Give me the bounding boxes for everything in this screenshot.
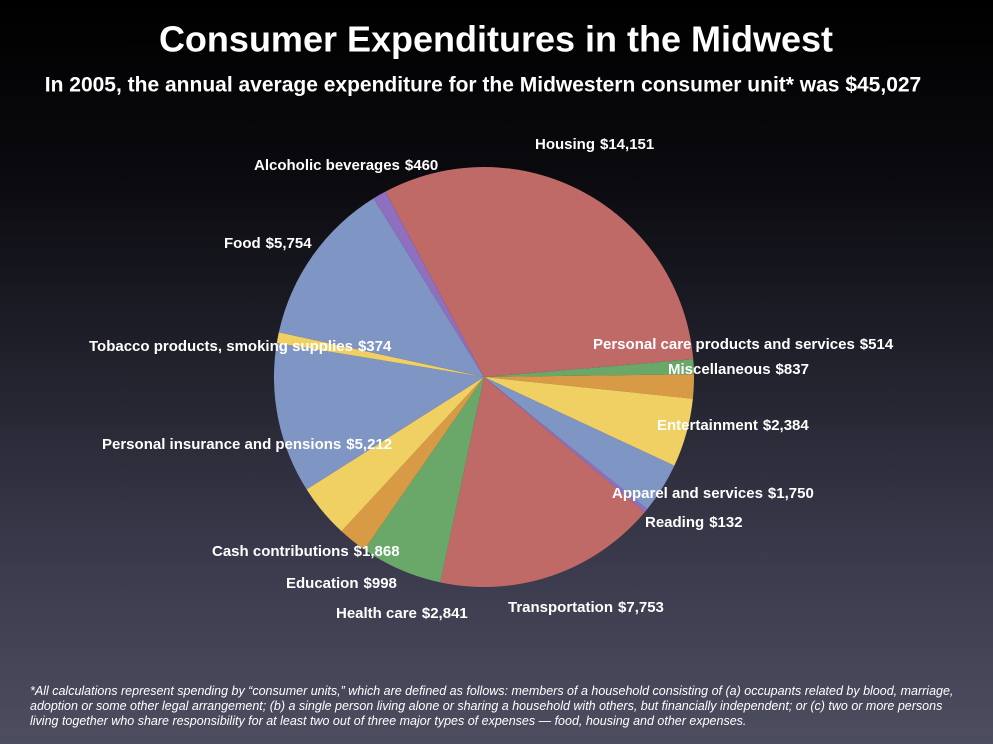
value-label: $5,212	[346, 436, 392, 453]
footnote: *All calculations represent spending by …	[30, 684, 954, 728]
pie-slice	[484, 377, 648, 513]
slice-label: Cash contributions $1,868	[212, 543, 400, 560]
category-name: Education	[286, 575, 359, 592]
category-name: Cash contributions	[212, 543, 349, 560]
slice-label: Entertainment $2,384	[657, 417, 809, 434]
category-name: Reading	[645, 514, 704, 531]
category-name: Tobacco products, smoking supplies	[89, 338, 353, 355]
value-label: $998	[364, 575, 397, 592]
value-label: $7,753	[618, 599, 664, 616]
chart-subtitle: In 2005, the annual average expenditure …	[45, 74, 921, 97]
category-name: Transportation	[508, 599, 613, 616]
value-label: $132	[709, 514, 742, 531]
pie-slice	[373, 191, 484, 377]
pie-slice	[274, 342, 484, 490]
pie-slice	[484, 377, 675, 510]
pie-slice	[385, 166, 694, 377]
slice-label: Miscellaneous $837	[668, 361, 809, 378]
pie-slice	[306, 377, 484, 532]
slice-label: Reading $132	[645, 514, 743, 531]
slice-label: Health care $2,841	[336, 605, 468, 622]
value-label: $2,384	[763, 417, 810, 434]
value-label: $514	[860, 336, 894, 353]
category-name: Alcoholic beverages	[254, 157, 400, 174]
slice-label: Food $5,754	[224, 235, 312, 252]
value-label: $837	[776, 361, 809, 378]
value-label: $5,754	[266, 235, 313, 252]
value-label: $14,151	[600, 136, 654, 153]
category-name: Entertainment	[657, 417, 758, 434]
slice-label: Tobacco products, smoking supplies $374	[89, 338, 392, 355]
category-name: Health care	[336, 605, 417, 622]
chart-title: Consumer Expenditures in the Midwest	[159, 19, 833, 60]
slice-label: Housing $14,151	[535, 136, 654, 153]
pie-slice	[440, 377, 645, 588]
pie-slice	[276, 332, 484, 377]
slice-label: Personal insurance and pensions $5,212	[102, 436, 392, 453]
slice-label: Personal care products and services $514	[593, 336, 894, 353]
value-label: $1,750	[768, 485, 814, 502]
slice-label: Transportation $7,753	[508, 599, 664, 616]
pie-slice	[484, 374, 694, 399]
pie-slice	[484, 359, 694, 377]
value-label: $374	[358, 338, 392, 355]
category-name: Apparel and services	[612, 485, 763, 502]
category-name: Food	[224, 235, 261, 252]
category-name: Personal care products and services	[593, 336, 855, 353]
category-name: Personal insurance and pensions	[102, 436, 341, 453]
value-label: $2,841	[422, 605, 468, 622]
category-name: Housing	[535, 136, 595, 153]
slice-label: Education $998	[286, 575, 397, 592]
pie-slice	[364, 377, 484, 583]
category-name: Miscellaneous	[668, 361, 771, 378]
chart: Consumer Expenditures in the Midwest In …	[45, 19, 921, 622]
pie-slice	[484, 377, 693, 466]
value-label: $460	[405, 157, 438, 174]
pie-slice	[341, 377, 484, 550]
value-label: $1,868	[354, 543, 400, 560]
slice-label: Apparel and services $1,750	[612, 485, 814, 502]
pie-slice	[278, 198, 484, 377]
slice-label: Alcoholic beverages $460	[254, 157, 438, 174]
